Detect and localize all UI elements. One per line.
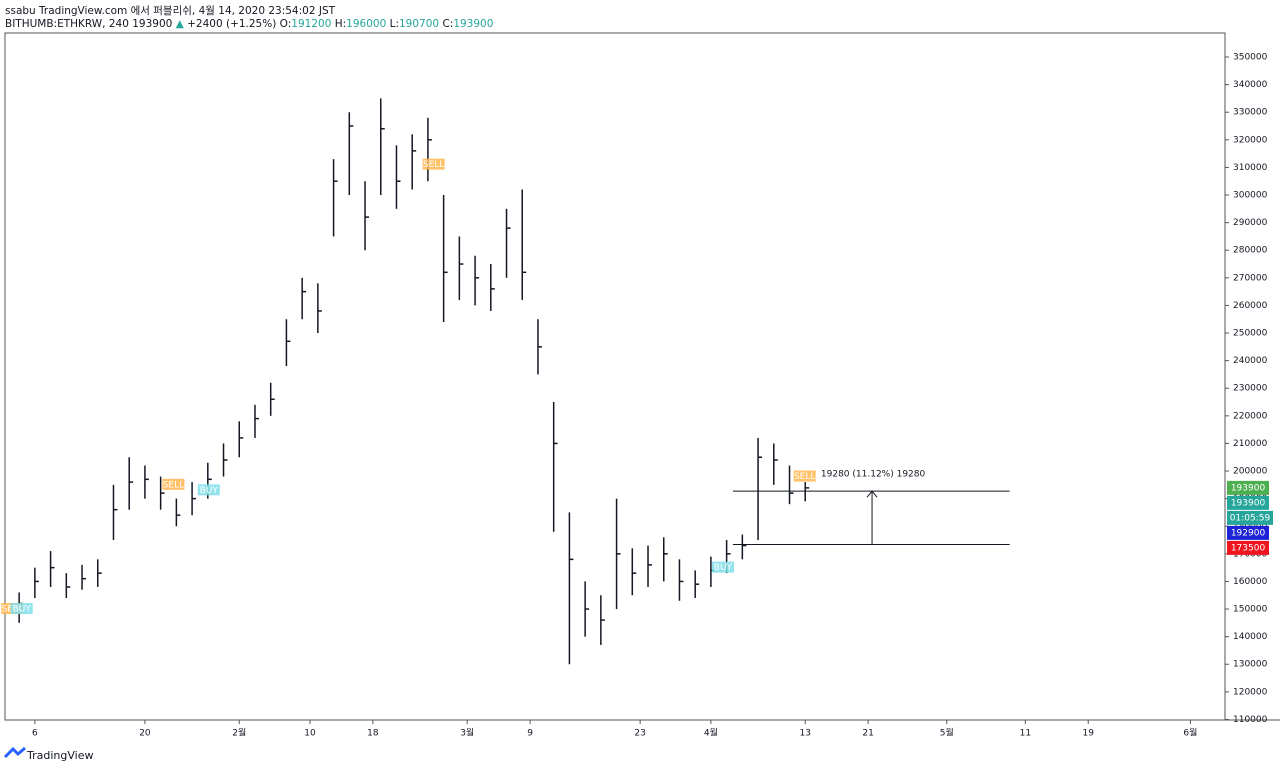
logo-icon [3,746,26,759]
signal-label: BUY [200,486,219,496]
y-tick-label: 310000 [1233,163,1268,173]
y-tick-label: 350000 [1233,53,1268,63]
y-tick-label: 270000 [1233,273,1268,283]
signal-label: BUY [714,563,733,573]
ohlc-value: 193900 [453,18,493,30]
signal-label: SELL [163,480,184,490]
signal-label: BUY [13,605,32,615]
signal-label: SELL [794,472,815,482]
x-tick-label: 18 [367,729,379,739]
y-tick-label: 220000 [1233,411,1268,421]
y-tick-label: 140000 [1233,632,1268,642]
y-tick-label: 250000 [1233,329,1268,339]
y-tick-label: 120000 [1233,687,1268,697]
y-tick-label: 150000 [1233,605,1268,615]
x-tick-label: 2월 [232,727,246,739]
price-badge [1227,525,1269,540]
y-tick-label: 340000 [1233,80,1268,90]
signal-box [422,158,445,170]
ohlc-value: 190700 [399,18,439,30]
x-tick-label: 4월 [704,727,718,739]
x-tick-label: 20 [139,729,151,739]
y-tick-label: 330000 [1233,108,1268,118]
y-tick-label: 260000 [1233,301,1268,311]
y-tick-label: 230000 [1233,384,1268,394]
ohlc-label: O: [280,18,292,30]
signal-box [711,561,734,573]
price-badge [1227,540,1269,555]
x-tick-label: 9 [527,729,533,739]
price-badge [1227,495,1269,510]
signal-box [197,484,220,496]
x-tick-label: 11 [1020,729,1031,739]
change: +2400 (+1.25%) [187,18,276,30]
price-badge [1227,480,1269,495]
y-tick-label: 200000 [1233,467,1268,477]
y-tick-label: 130000 [1233,660,1268,670]
up-arrow: ▲ [176,18,185,30]
x-tick-label: 6 [32,729,38,739]
y-tick-label: 160000 [1233,577,1268,587]
logo: TradingView [3,746,93,762]
y-tick-label: 110000 [1233,715,1268,725]
x-tick-label: 21 [862,729,873,739]
signal-box [793,470,816,482]
plot-frame [4,32,1226,721]
y-tick-label: 300000 [1233,191,1268,201]
symbol: BITHUMB:ETHKRW, 240 [5,18,129,30]
price-badge-label: 173500 [1231,543,1266,553]
price-badge-label: 192900 [1231,528,1266,538]
signal-box [10,603,33,615]
y-tick-label: 290000 [1233,218,1268,228]
x-tick-label: 23 [634,729,645,739]
price-badge-label: 193900 [1231,483,1266,493]
header-title: ssabu TradingView.com 에서 퍼블리쉬, 4월 14, 20… [5,5,336,17]
y-tick-label: 280000 [1233,246,1268,256]
x-tick-label: 19 [1082,729,1094,739]
x-tick-label: 5월 [940,727,954,739]
x-tick-label: 3월 [460,727,474,739]
header-symbol: BITHUMB:ETHKRW, 240 193900 ▲ +2400 (+1.2… [5,18,493,30]
ohlc-value: 196000 [346,18,386,30]
ohlc-label: L: [390,18,399,30]
y-tick-label: 320000 [1233,135,1268,145]
y-tick-label: 210000 [1233,439,1268,449]
countdown-badge [1227,510,1273,525]
logo-text: TradingView [26,749,93,762]
signal-label: SELL [423,160,444,170]
ohlc-label: C: [442,18,453,30]
countdown: 01:05:59 [1230,513,1271,523]
x-tick-label: 13 [800,729,811,739]
ohlc-value: 191200 [291,18,331,30]
x-tick-label: 10 [304,729,316,739]
price-badge-label: 193900 [1231,498,1266,508]
arrow-head [866,490,878,498]
y-tick-label: 240000 [1233,356,1268,366]
ohlc: O:191200 H:196000 L:190700 C:193900 [276,18,493,30]
measure-label: 19280 (11.12%) 19280 [821,470,926,480]
last-price: 193900 [132,18,172,30]
ohlc-label: H: [335,18,346,30]
x-tick-label: 6월 [1183,727,1197,739]
signal-box [162,478,185,490]
